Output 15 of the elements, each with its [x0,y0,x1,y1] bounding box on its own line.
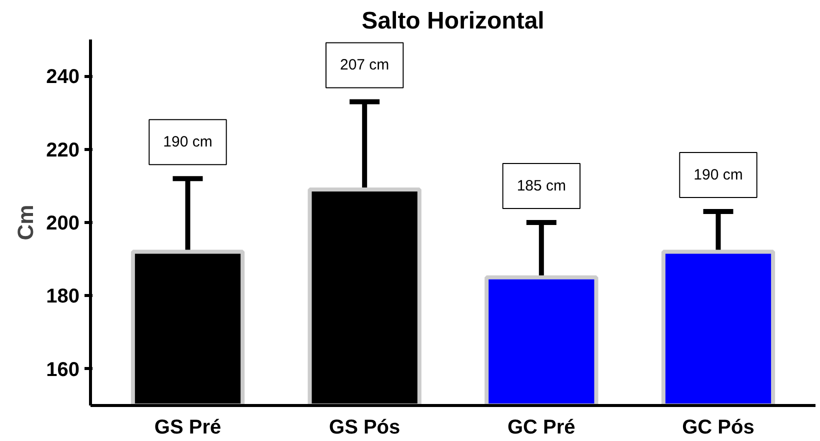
y-tick-label: 220 [46,139,80,162]
x-tick-label: GC Pós [682,416,754,438]
annotation: 185 cm [516,178,566,194]
y-tick-label: 160 [46,358,80,381]
chart-title: Salto Horizontal [362,8,544,34]
y-tick-label: 180 [46,286,80,308]
y-axis-title: Cm [13,204,38,240]
annotation: 190 cm [694,166,743,184]
y-tick-label: 240 [46,66,80,88]
annotation: 190 cm [163,134,212,151]
x-tick-label: GS Pós [329,416,400,438]
x-tick-label: GS Pré [154,416,222,438]
annotation: 207 cm [340,56,390,74]
x-tick-label: GC Pré [508,416,576,438]
y-tick-label: 200 [46,212,80,234]
